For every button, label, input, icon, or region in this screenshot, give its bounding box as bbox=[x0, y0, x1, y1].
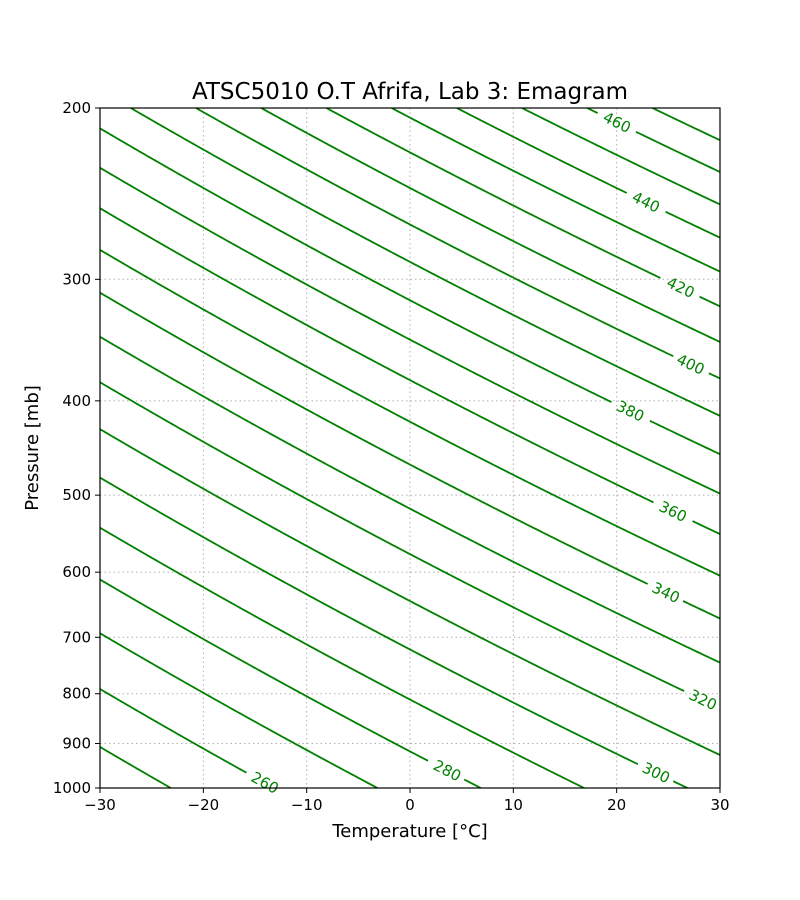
adiabat-line-330 bbox=[100, 335, 720, 664]
chart-title: ATSC5010 O.T Afrifa, Lab 3: Emagram bbox=[192, 79, 628, 105]
adiabat-line-350 bbox=[100, 248, 720, 577]
adiabat-line-310 bbox=[100, 428, 720, 756]
adiabat-line-340 bbox=[100, 291, 720, 620]
y-tick-label: 700 bbox=[62, 628, 91, 646]
adiabat-line-410 bbox=[260, 108, 720, 343]
y-tick-label: 200 bbox=[62, 99, 91, 117]
adiabat-line-370 bbox=[100, 166, 720, 495]
adiabat-line-470 bbox=[652, 108, 720, 142]
adiabat-line-300 bbox=[100, 476, 688, 788]
y-axis-label: Pressure [mb] bbox=[22, 385, 43, 511]
adiabat-line-380 bbox=[100, 127, 720, 456]
y-tick-label: 300 bbox=[62, 270, 91, 288]
y-tick-label: 600 bbox=[62, 563, 91, 581]
x-axis: −30 −20 −10 0 10 20 30 bbox=[84, 788, 730, 814]
adiabat-line-400 bbox=[195, 108, 720, 380]
adiabat-line-460 bbox=[586, 108, 720, 173]
adiabat-line-280 bbox=[100, 578, 482, 788]
x-tick-label: −20 bbox=[188, 796, 220, 814]
x-tick-label: −30 bbox=[84, 796, 116, 814]
y-axis: 200 300 400 500 600 700 800 900 1000 bbox=[53, 99, 100, 797]
x-tick-label: 10 bbox=[504, 796, 523, 814]
y-tick-label: 1000 bbox=[53, 779, 91, 797]
adiabat-line-430 bbox=[391, 108, 720, 273]
y-tick-label: 400 bbox=[62, 392, 91, 410]
y-tick-label: 800 bbox=[62, 685, 91, 703]
adiabat-line-290 bbox=[100, 526, 585, 788]
adiabat-line-270 bbox=[100, 632, 378, 788]
x-tick-label: −10 bbox=[291, 796, 323, 814]
x-tick-label: 30 bbox=[710, 796, 729, 814]
y-tick-label: 500 bbox=[62, 486, 91, 504]
adiabat-line-420 bbox=[325, 108, 720, 308]
adiabat-line-260 bbox=[100, 687, 247, 774]
x-axis-label: Temperature [°C] bbox=[331, 821, 487, 842]
adiabat-line-250 bbox=[100, 745, 172, 788]
adiabat-line-390 bbox=[130, 108, 720, 417]
x-tick-label: 0 bbox=[405, 796, 415, 814]
adiabat-line-360 bbox=[100, 207, 720, 536]
adiabat-line-450 bbox=[521, 108, 720, 206]
adiabat-line-320 bbox=[100, 381, 685, 692]
adiabat-line-440 bbox=[456, 108, 720, 239]
y-tick-label: 900 bbox=[62, 734, 91, 752]
adiabat-lines bbox=[100, 108, 720, 788]
x-tick-label: 20 bbox=[607, 796, 626, 814]
